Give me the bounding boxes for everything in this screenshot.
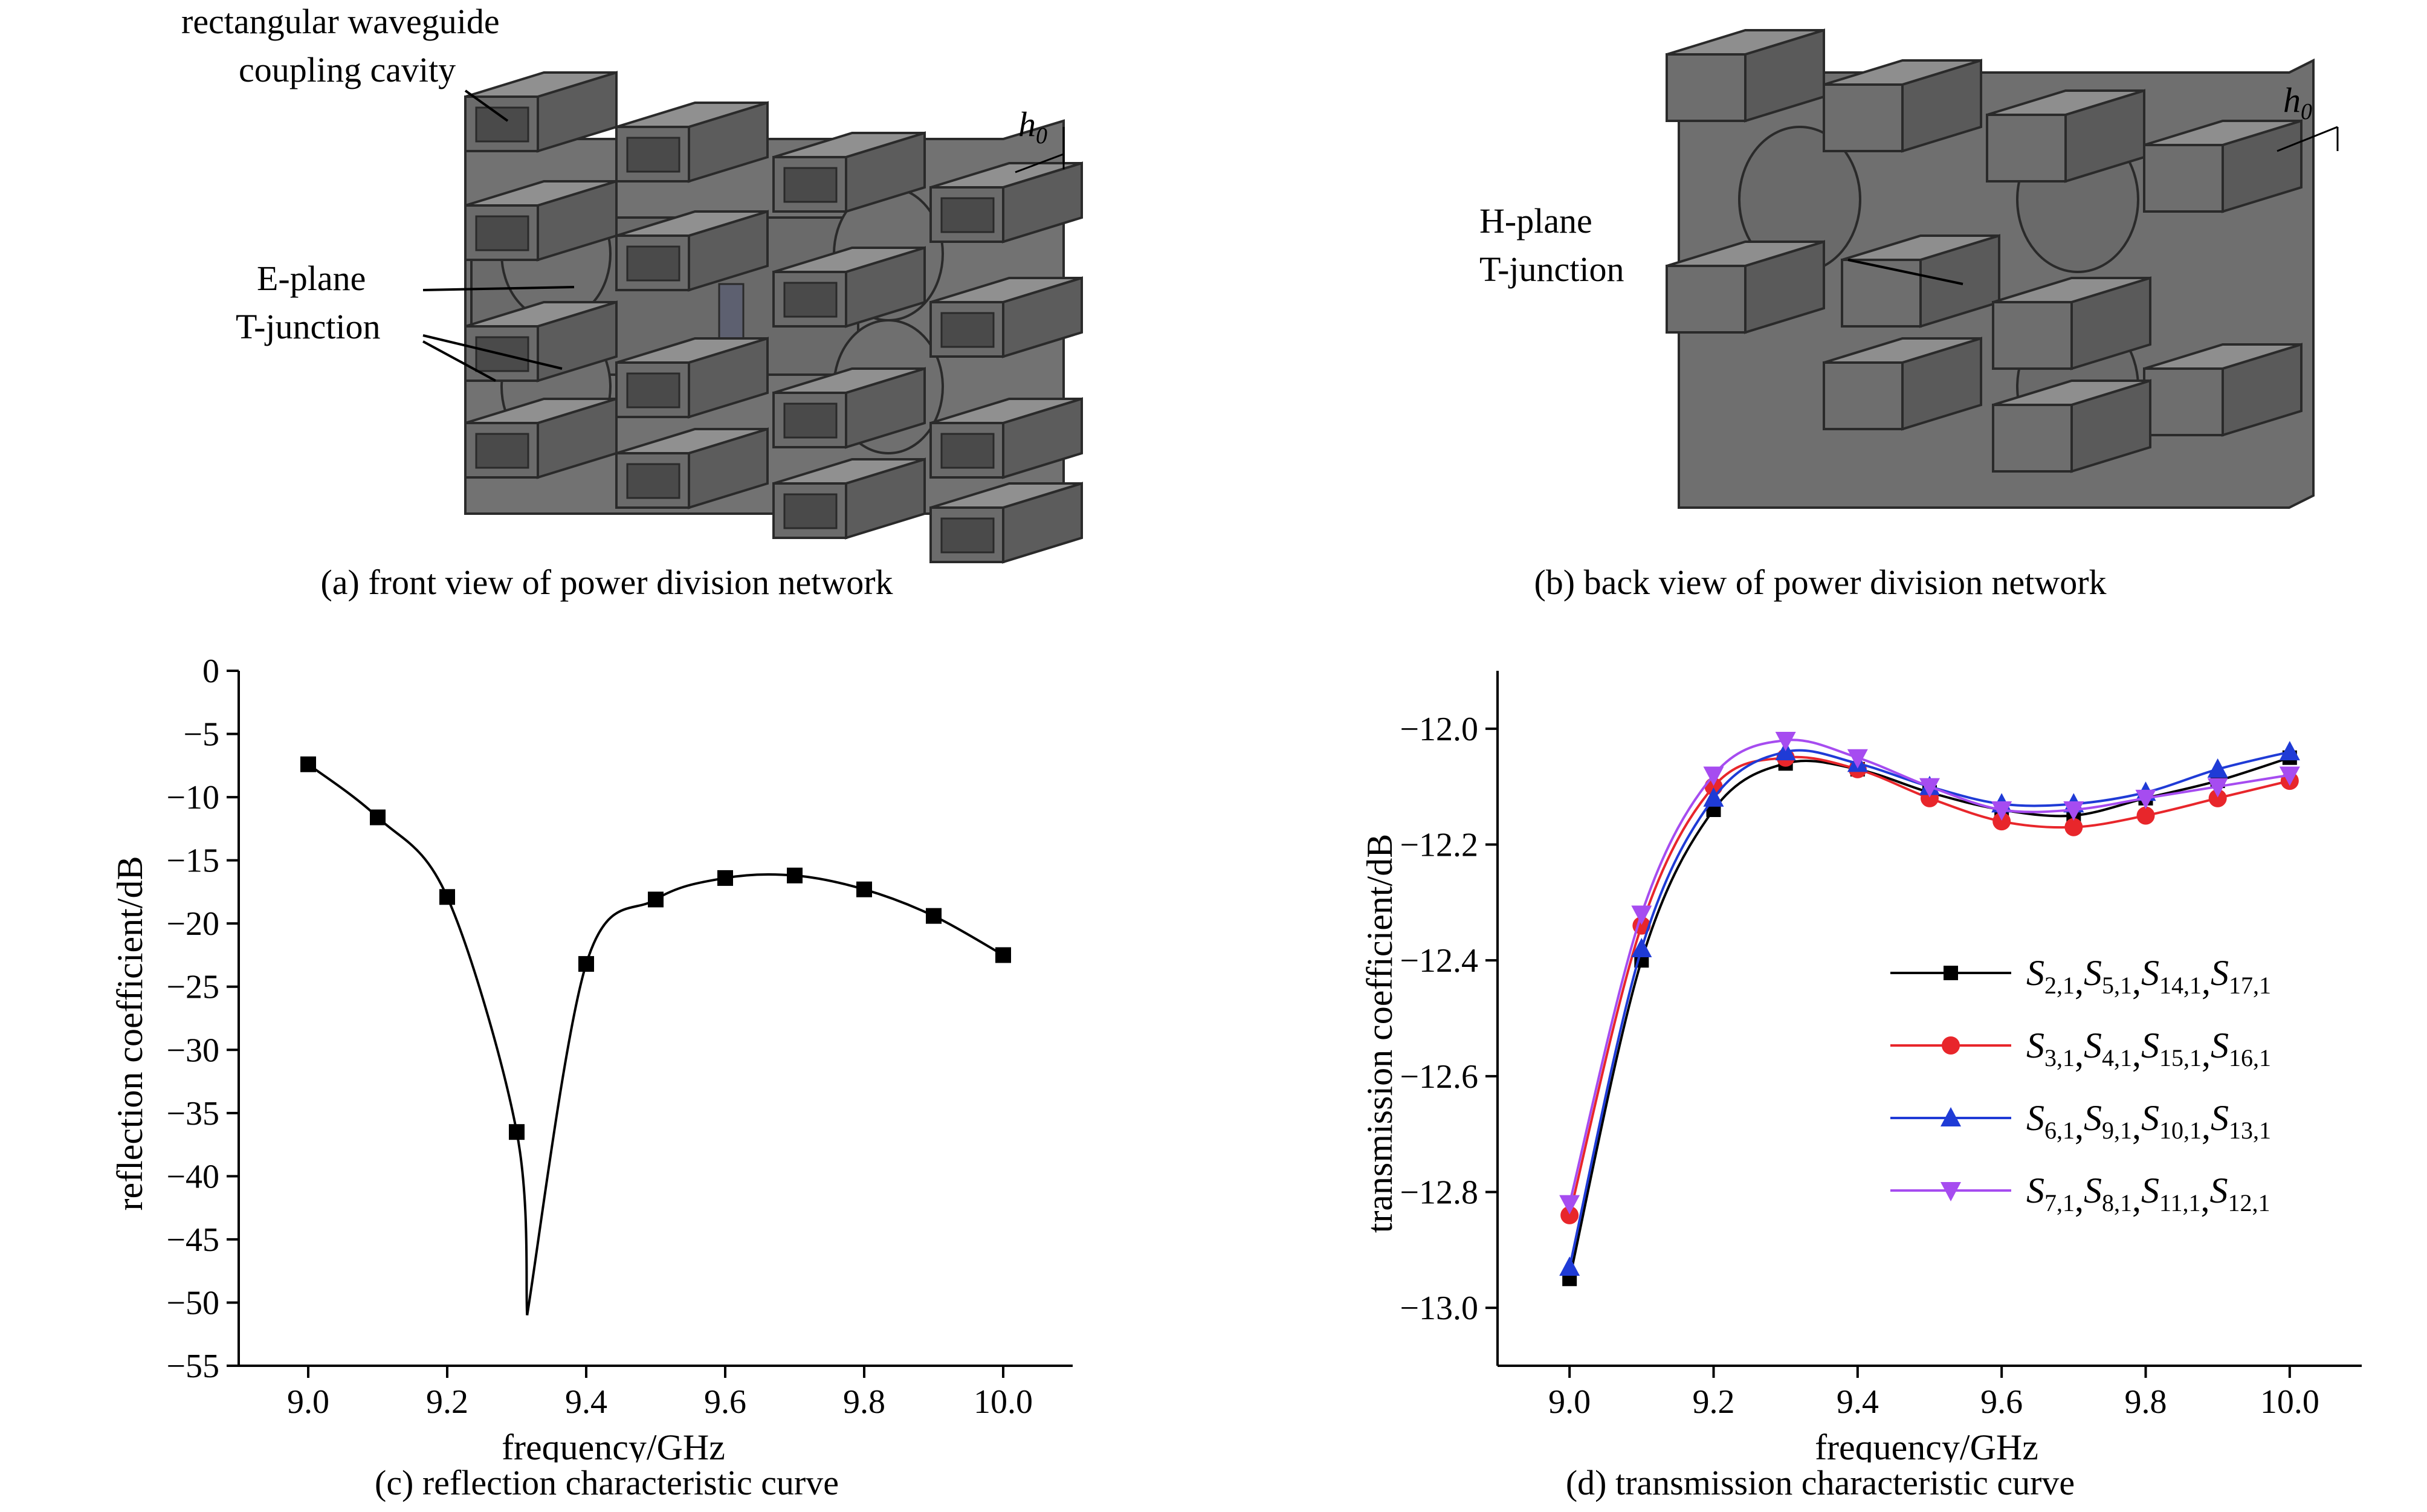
- series-4-point: [2207, 778, 2228, 798]
- series-4-point: [1919, 778, 1940, 798]
- legend-label-2: S3,1,S4,1,S15,1,S16,1: [2026, 1026, 2271, 1074]
- y-tick-label: −30: [166, 1032, 219, 1069]
- data-point: [717, 870, 733, 886]
- series-4-point: [1847, 749, 1868, 769]
- series-2-point: [1560, 1206, 1579, 1224]
- transmission-chart-xlabel: frequency/GHz: [1815, 1427, 2038, 1462]
- series-4-point: [2063, 801, 2084, 821]
- transmission-chart: transmission coefficient/dB frequency/GH…: [1360, 671, 2362, 1462]
- hplane-label-line1: H-plane: [1479, 201, 1592, 241]
- series-3-point: [1559, 1256, 1580, 1276]
- y-tick-label: −40: [166, 1158, 219, 1195]
- y-tick-label: −5: [183, 716, 219, 754]
- series-3-point: [1631, 938, 1652, 957]
- y-tick-label: −50: [166, 1284, 219, 1322]
- y-tick-label: −10: [166, 779, 219, 816]
- legend-marker-3: [1941, 1107, 1961, 1126]
- x-tick-label: 9.0: [1548, 1383, 1591, 1421]
- x-tick-label: 9.6: [1980, 1383, 2023, 1421]
- y-tick-label: −12.2: [1400, 827, 1478, 864]
- y-tick-label: −13.0: [1400, 1290, 1478, 1327]
- x-tick-label: 9.8: [2125, 1383, 2167, 1421]
- data-point: [578, 956, 594, 972]
- h0-label-back: h0: [2283, 80, 2312, 124]
- series-3-point: [1703, 787, 1724, 807]
- series-4-point: [2279, 766, 2300, 786]
- data-point: [926, 908, 942, 924]
- x-tick-label: 9.6: [704, 1383, 746, 1421]
- series-4-point: [1631, 905, 1652, 925]
- waveguide-label-line2: coupling cavity: [239, 50, 456, 89]
- x-tick-label: 9.4: [565, 1383, 607, 1421]
- h0-label-front: h0: [1018, 105, 1047, 149]
- legend-label-3: S6,1,S9,1,S10,1,S13,1: [2026, 1098, 2271, 1146]
- y-tick-label: −12.8: [1400, 1174, 1478, 1212]
- caption-d: (d) transmission characteristic curve: [1565, 1463, 2075, 1502]
- caption-a: (a) front view of power division network: [320, 563, 893, 602]
- series-2-point: [2064, 818, 2083, 836]
- y-tick-label: −55: [166, 1348, 219, 1385]
- front-view-model: rectangular waveguide coupling cavity E-…: [181, 2, 1083, 563]
- y-tick-label: −12.4: [1400, 942, 1478, 980]
- x-tick-label: 9.2: [426, 1383, 468, 1421]
- data-point: [439, 889, 455, 905]
- series-2-point: [1992, 812, 2011, 831]
- back-view-model: H-plane T-junction h0: [1479, 29, 2339, 509]
- data-point: [648, 891, 664, 908]
- x-tick-label: 9.4: [1837, 1383, 1879, 1421]
- caption-c: (c) reflection characteristic curve: [375, 1463, 839, 1502]
- legend-label-4: S7,1,S8,1,S11,1,S12,1: [2026, 1171, 2270, 1219]
- reflection-chart-ylabel: reflection coefficient/dB: [110, 856, 150, 1211]
- caption-b: (b) back view of power division network: [1534, 563, 2107, 602]
- waveguide-label-line1: rectangular waveguide: [181, 2, 500, 41]
- x-tick-label: 9.2: [1693, 1383, 1735, 1421]
- series-4-point: [1703, 766, 1724, 786]
- y-tick-label: −15: [166, 842, 219, 880]
- data-point: [995, 947, 1011, 963]
- legend-marker-4: [1941, 1182, 1961, 1201]
- reflection-chart-xlabel: frequency/GHz: [502, 1427, 725, 1462]
- reflection-curve-right: [526, 873, 1004, 1316]
- data-point: [300, 756, 316, 772]
- data-point: [370, 809, 386, 825]
- transmission-chart-ylabel: transmission coefficient/dB: [1360, 834, 1400, 1233]
- y-tick-label: −20: [166, 905, 219, 943]
- y-tick-label: −12.0: [1400, 711, 1478, 748]
- y-tick-label: −35: [166, 1095, 219, 1132]
- series-4-point: [1775, 732, 1796, 751]
- series-2-point: [2136, 806, 2155, 825]
- y-tick-label: −12.6: [1400, 1058, 1478, 1096]
- series-2-point: [2208, 789, 2227, 807]
- x-tick-label: 10.0: [2260, 1383, 2319, 1421]
- data-point: [856, 881, 872, 897]
- series-4-point: [1559, 1195, 1580, 1215]
- x-tick-label: 10.0: [974, 1383, 1033, 1421]
- series-4-point: [1991, 801, 2012, 821]
- reflection-chart: reflection coefficient/dB frequency/GHz …: [110, 653, 1073, 1462]
- data-point: [787, 867, 803, 884]
- legend-marker-1: [1944, 966, 1958, 980]
- x-tick-label: 9.8: [843, 1383, 885, 1421]
- eplane-label-line2: T-junction: [236, 307, 381, 346]
- x-tick-label: 9.0: [287, 1383, 329, 1421]
- y-tick-label: −25: [166, 969, 219, 1006]
- hplane-label-line2: T-junction: [1479, 250, 1624, 289]
- series-3-point: [2279, 741, 2300, 761]
- series-4-point: [2135, 789, 2156, 809]
- legend-label-1: S2,1,S5,1,S14,1,S17,1: [2026, 953, 2271, 1001]
- y-tick-label: −45: [166, 1221, 219, 1259]
- reflection-curve-left: [307, 763, 529, 1316]
- legend-marker-2: [1942, 1036, 1960, 1055]
- y-tick-label: 0: [202, 653, 219, 690]
- eplane-label-line1: E-plane: [257, 259, 366, 298]
- series-3-point: [2207, 758, 2228, 778]
- data-point: [509, 1124, 525, 1140]
